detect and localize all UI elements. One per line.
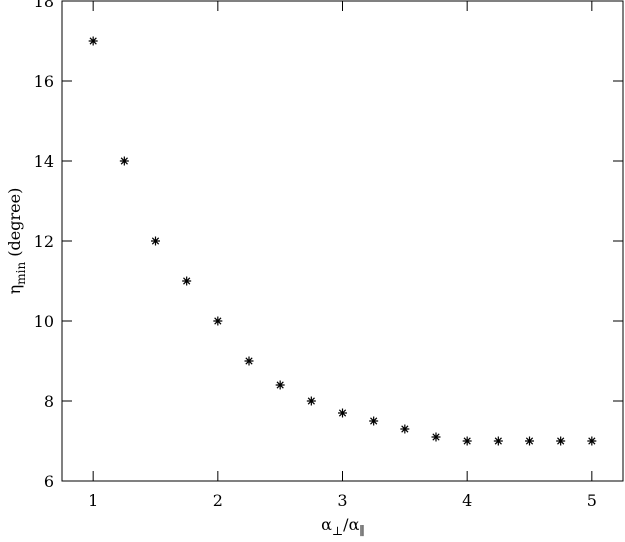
point [431,432,441,442]
x-axis-label: α⊥/α∥ [321,515,365,538]
point [369,416,379,426]
point [462,436,472,446]
y-tick-label: 6 [44,472,54,491]
point [493,436,503,446]
point [244,356,254,366]
point [556,436,566,446]
point [151,236,160,246]
point [587,436,597,446]
point [525,436,534,446]
y-tick-label: 12 [34,232,54,251]
point [213,316,223,326]
point [119,156,129,166]
y-tick-label: 18 [34,0,54,11]
x-tick-label: 4 [462,491,472,510]
point [306,396,316,406]
x-tick-label: 3 [337,491,347,510]
x-tick-label: 5 [587,491,597,510]
x-tick-label: 2 [213,491,223,510]
point [338,408,347,418]
y-axis-label: ηmin (degree) [5,188,28,295]
point [275,380,285,390]
y-tick-label: 10 [34,312,54,331]
y-tick-label: 8 [44,392,54,411]
x-tick-label: 1 [88,491,98,510]
y-tick-label: 14 [34,152,54,171]
point [400,424,410,434]
y-tick-label: 16 [34,72,54,91]
point [182,276,192,286]
point [88,36,98,46]
